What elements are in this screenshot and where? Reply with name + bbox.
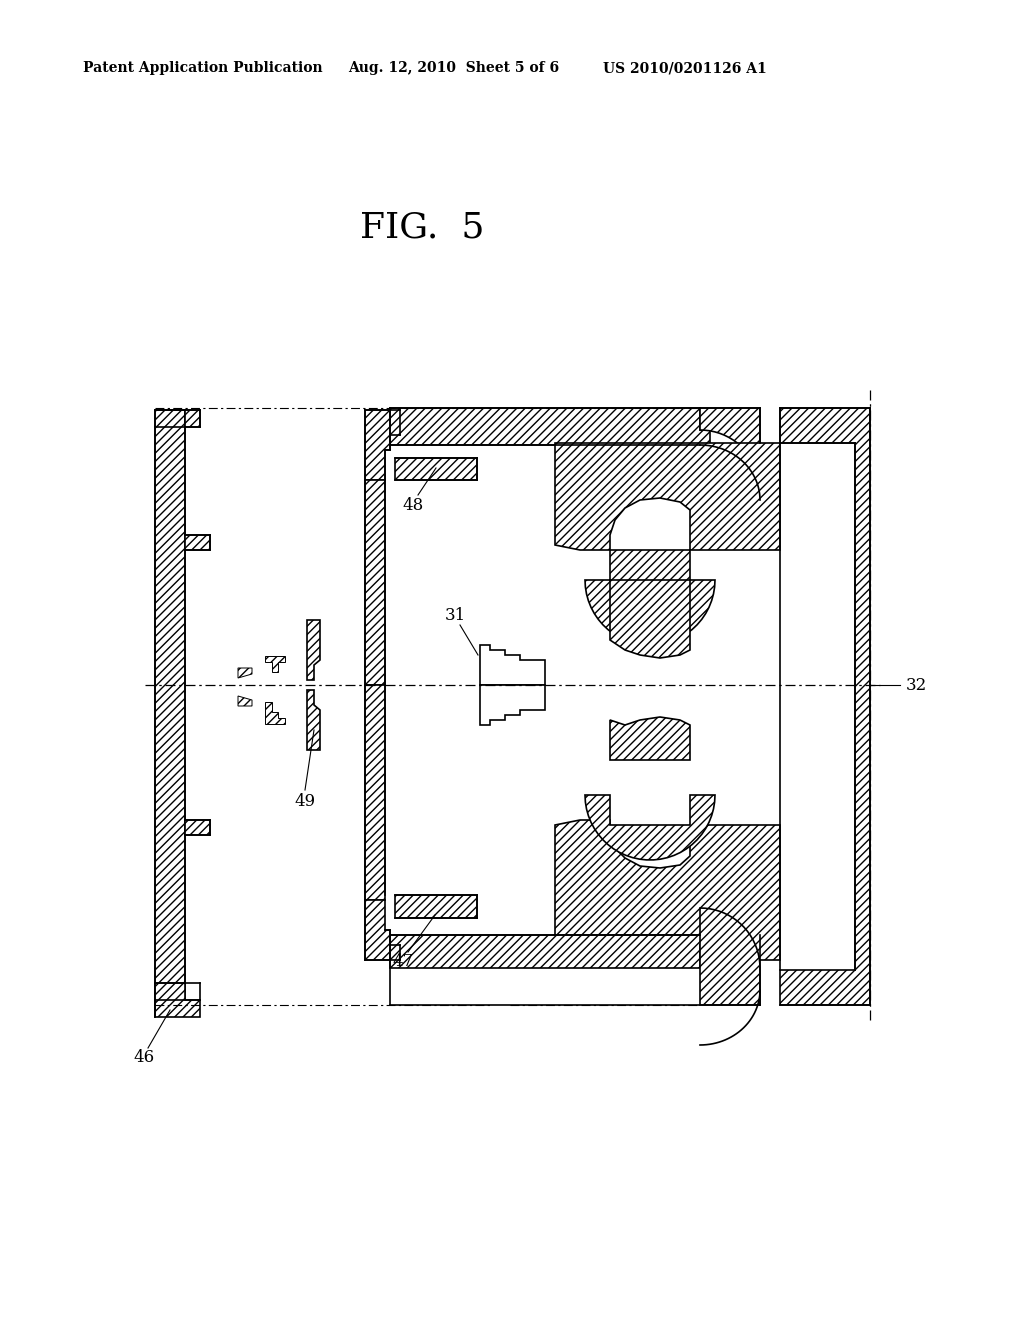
Polygon shape bbox=[480, 685, 545, 725]
Polygon shape bbox=[480, 645, 545, 685]
Polygon shape bbox=[307, 620, 319, 680]
Polygon shape bbox=[238, 668, 252, 678]
Polygon shape bbox=[555, 820, 780, 960]
Polygon shape bbox=[238, 696, 252, 706]
Polygon shape bbox=[390, 935, 710, 968]
Polygon shape bbox=[700, 408, 760, 490]
Polygon shape bbox=[700, 908, 760, 1005]
Polygon shape bbox=[610, 579, 690, 657]
Polygon shape bbox=[585, 550, 715, 645]
Polygon shape bbox=[365, 411, 400, 480]
Polygon shape bbox=[610, 717, 690, 760]
Polygon shape bbox=[265, 702, 285, 723]
Text: Patent Application Publication: Patent Application Publication bbox=[83, 61, 323, 75]
Polygon shape bbox=[780, 408, 870, 1005]
Polygon shape bbox=[185, 535, 210, 550]
Text: 48: 48 bbox=[402, 498, 424, 515]
Text: 46: 46 bbox=[133, 1049, 155, 1067]
Polygon shape bbox=[155, 411, 200, 426]
Polygon shape bbox=[390, 408, 710, 445]
Polygon shape bbox=[155, 983, 200, 1016]
Polygon shape bbox=[307, 690, 319, 750]
Text: 49: 49 bbox=[295, 793, 315, 810]
Text: 32: 32 bbox=[906, 676, 928, 693]
Polygon shape bbox=[395, 458, 477, 480]
Polygon shape bbox=[185, 820, 210, 836]
Polygon shape bbox=[365, 900, 400, 960]
Polygon shape bbox=[155, 411, 185, 1001]
Polygon shape bbox=[365, 685, 385, 900]
Text: Aug. 12, 2010  Sheet 5 of 6: Aug. 12, 2010 Sheet 5 of 6 bbox=[348, 61, 559, 75]
Text: 47: 47 bbox=[392, 953, 414, 970]
Polygon shape bbox=[395, 895, 477, 917]
Text: US 2010/0201126 A1: US 2010/0201126 A1 bbox=[603, 61, 767, 75]
Text: 31: 31 bbox=[444, 606, 466, 623]
Polygon shape bbox=[365, 480, 385, 685]
Polygon shape bbox=[585, 795, 715, 859]
Text: FIG.  5: FIG. 5 bbox=[360, 211, 484, 246]
Polygon shape bbox=[265, 656, 285, 672]
Polygon shape bbox=[555, 444, 780, 550]
